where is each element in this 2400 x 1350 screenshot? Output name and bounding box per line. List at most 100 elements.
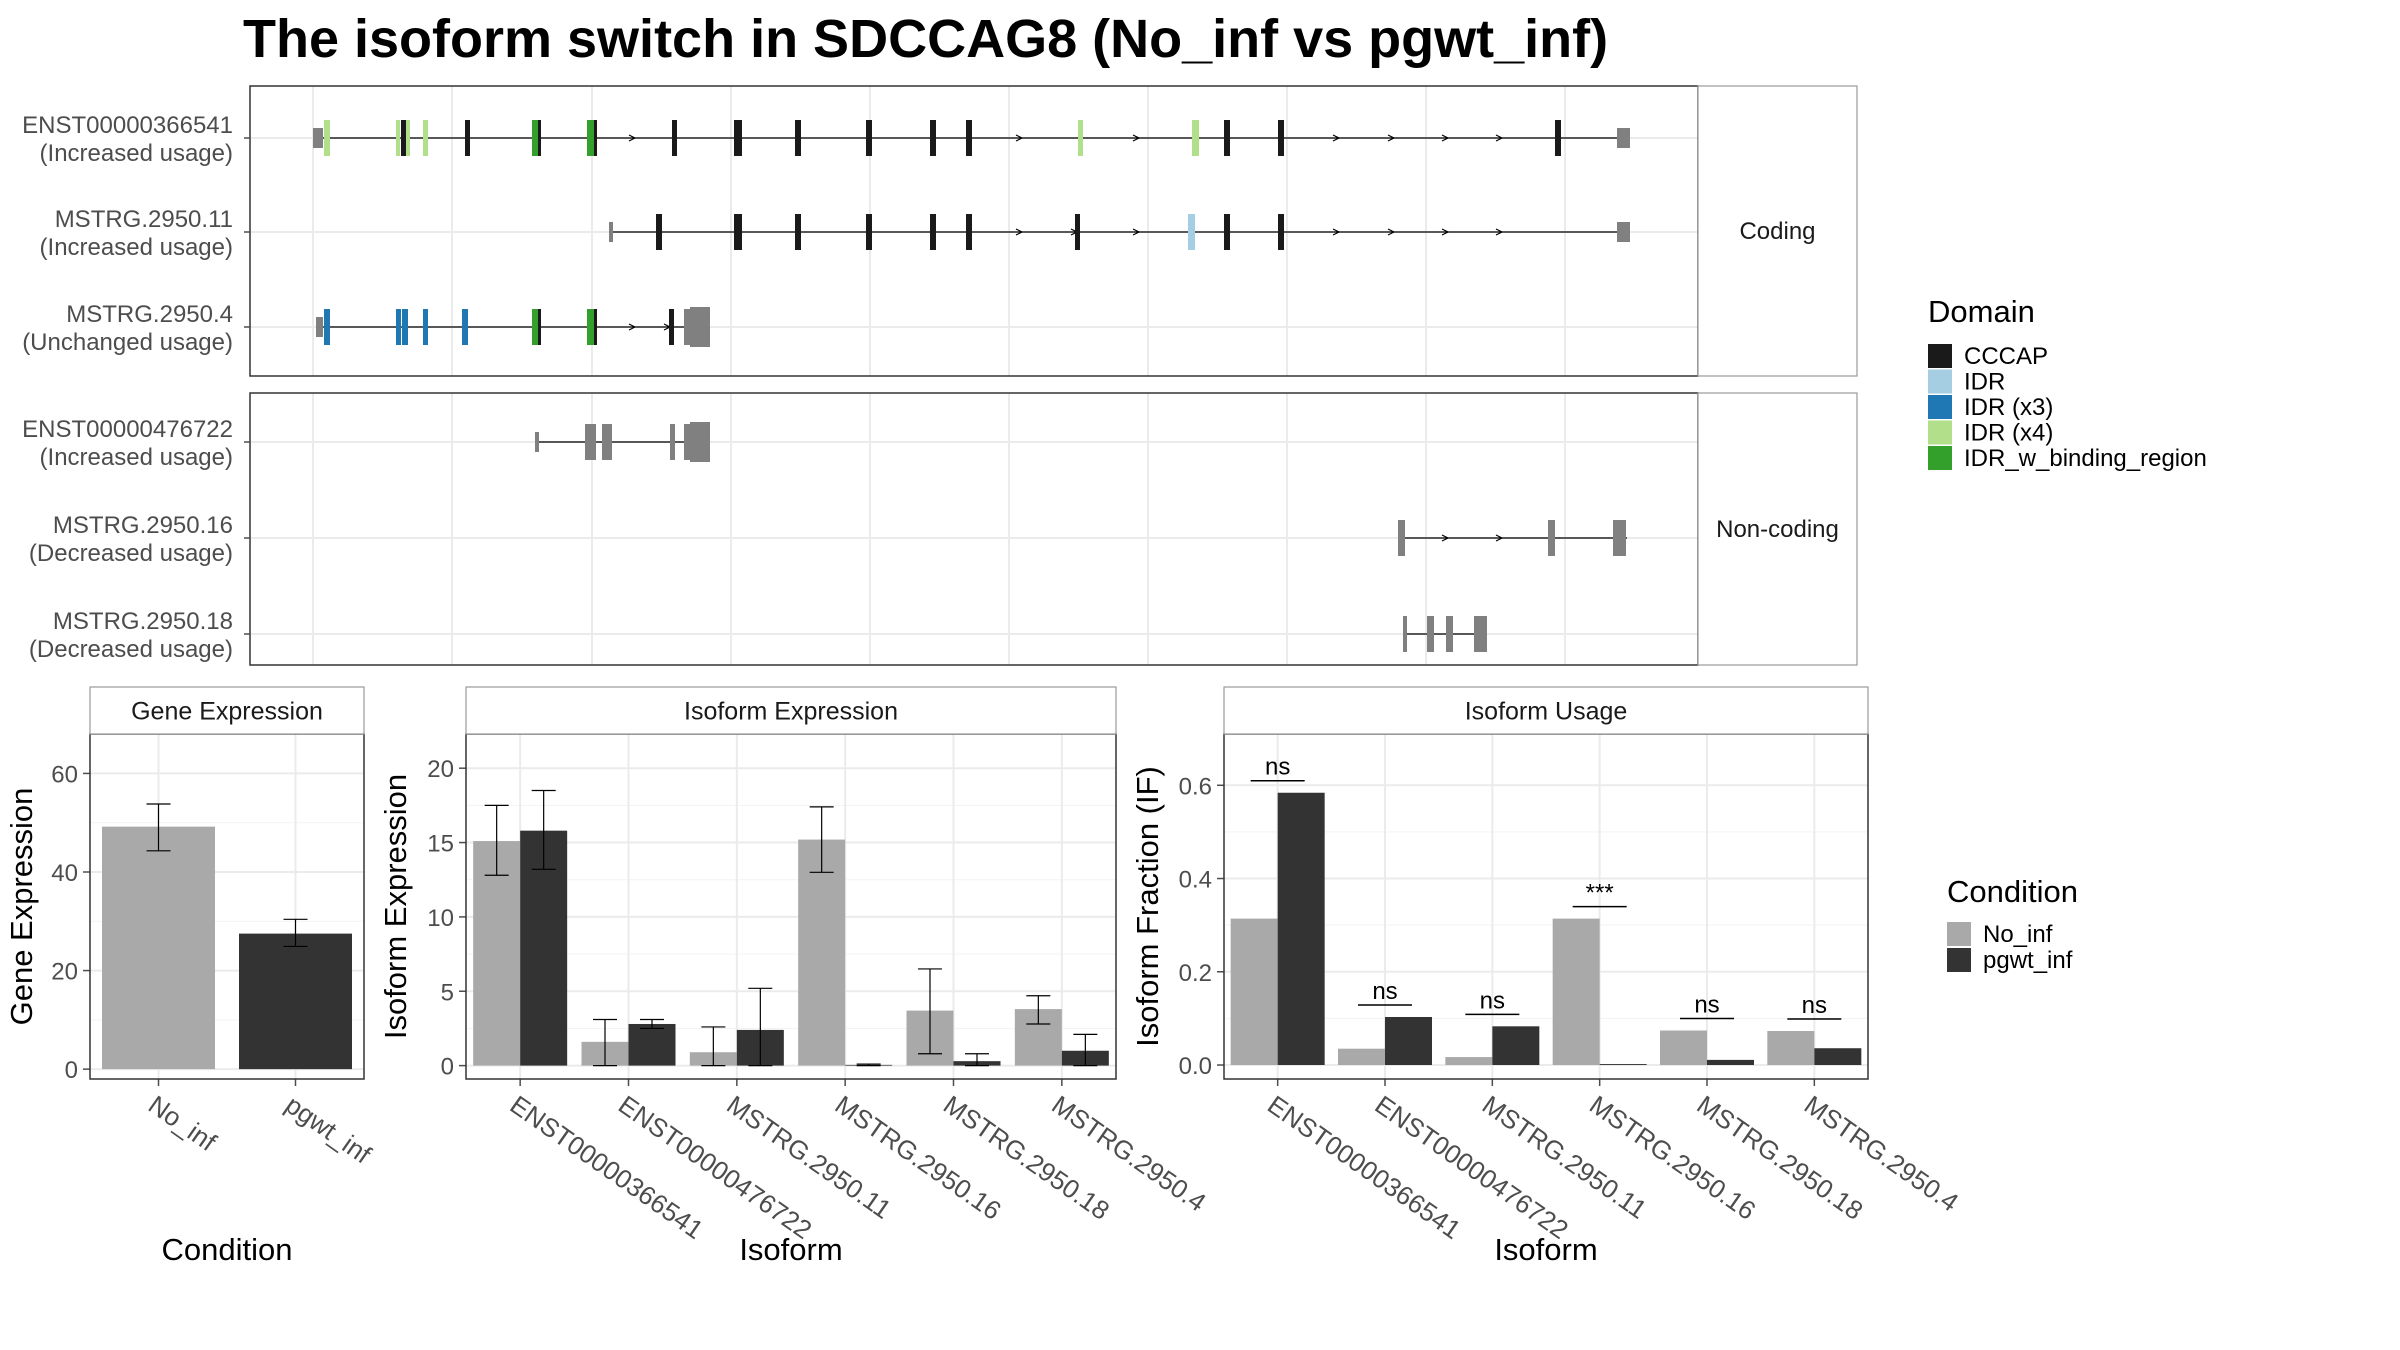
isoform-expression-panel: ENST00000366541ENST00000476722MSTRG.2950… bbox=[378, 686, 1212, 1267]
strand-arrow bbox=[1015, 228, 1024, 236]
y-axis-title: Gene Expression bbox=[4, 788, 39, 1026]
exon bbox=[585, 424, 596, 460]
bar bbox=[1599, 1064, 1647, 1066]
isoform-usage-label: (Increased usage) bbox=[40, 444, 233, 471]
x-tick-label: ENST00000366541 bbox=[1262, 1089, 1466, 1245]
strand-arrow bbox=[1495, 134, 1504, 142]
exon bbox=[1224, 120, 1230, 156]
facet-strip-label: Non-coding bbox=[1716, 516, 1839, 543]
exon bbox=[930, 120, 936, 156]
condition-legend-title: Condition bbox=[1947, 874, 2078, 909]
isoform-track bbox=[316, 307, 710, 347]
exon bbox=[1188, 214, 1195, 250]
bar bbox=[1338, 1048, 1385, 1066]
exon bbox=[930, 214, 936, 250]
strand-arrow bbox=[1387, 228, 1396, 236]
isoform-usage-label: (Unchanged usage) bbox=[22, 329, 233, 356]
exon bbox=[734, 120, 742, 156]
exon bbox=[1224, 214, 1230, 250]
y-tick-label: 5 bbox=[441, 979, 454, 1006]
isoform-usage-label: (Decreased usage) bbox=[29, 636, 233, 663]
facet-strip-label: Gene Expression bbox=[131, 698, 323, 726]
y-tick-label: 0.4 bbox=[1179, 867, 1212, 894]
exon bbox=[532, 120, 538, 156]
x-tick-label: ENST00000366541 bbox=[505, 1089, 709, 1245]
exon bbox=[684, 424, 690, 460]
exon bbox=[465, 120, 470, 156]
isoform-usage-panel: ENST00000366541ENST00000476722MSTRG.2950… bbox=[1130, 686, 1964, 1267]
y-tick-label: 0.6 bbox=[1179, 773, 1212, 800]
y-axis-title: Isoform Expression bbox=[378, 774, 413, 1039]
exon bbox=[402, 309, 408, 345]
bar bbox=[1277, 792, 1325, 1066]
exon bbox=[1548, 520, 1555, 556]
exon bbox=[535, 432, 539, 452]
legend-key bbox=[1947, 922, 1971, 946]
significance-label: *** bbox=[1586, 880, 1614, 907]
exon bbox=[966, 120, 972, 156]
isoform-label: MSTRG.2950.4 bbox=[66, 301, 233, 328]
exon bbox=[594, 309, 597, 345]
exon bbox=[587, 309, 594, 345]
strand-arrow bbox=[1441, 228, 1450, 236]
exon bbox=[313, 128, 323, 148]
legend-entry: IDR (x4) bbox=[1964, 420, 2053, 447]
exon bbox=[316, 317, 323, 337]
gene-expression-panel: No_inf pgwt_inf 0 20 40 60 Gene Expression Cond… bbox=[4, 686, 377, 1267]
facet-strip bbox=[1697, 85, 1858, 377]
exon bbox=[795, 120, 801, 156]
exon bbox=[1192, 120, 1199, 156]
legend-entry: IDR_w_binding_region bbox=[1964, 445, 2207, 472]
y-axis-title: Isoform Fraction (IF) bbox=[1130, 766, 1165, 1047]
exon bbox=[1398, 520, 1405, 556]
x-tick-label: No_inf bbox=[143, 1089, 222, 1157]
significance-label: ns bbox=[1694, 992, 1719, 1019]
panel-background bbox=[1224, 734, 1868, 1079]
bar bbox=[239, 933, 352, 1070]
significance-label: ns bbox=[1265, 754, 1290, 781]
exon bbox=[1617, 128, 1630, 148]
y-tick-label: 40 bbox=[51, 860, 78, 887]
facet-strip bbox=[1223, 686, 1869, 735]
bar bbox=[473, 841, 521, 1066]
exon bbox=[532, 309, 538, 345]
exon bbox=[1446, 616, 1453, 652]
exon bbox=[462, 309, 468, 345]
y-tick-label: 10 bbox=[427, 905, 454, 932]
facet-strip-label: Coding bbox=[1739, 218, 1815, 245]
exon bbox=[1403, 616, 1407, 652]
panel-background bbox=[250, 393, 1698, 665]
isoform-track bbox=[535, 422, 710, 462]
exon bbox=[690, 307, 710, 347]
exon bbox=[1555, 120, 1561, 156]
exon bbox=[423, 120, 428, 156]
exon bbox=[670, 424, 675, 460]
x-axis-title: Condition bbox=[162, 1232, 293, 1267]
exon bbox=[966, 214, 972, 250]
strand-arrow bbox=[1332, 134, 1341, 142]
legend-entry: No_inf bbox=[1983, 921, 2053, 948]
significance-label: ns bbox=[1802, 992, 1827, 1019]
panel-background bbox=[466, 734, 1116, 1079]
isoform-label: MSTRG.2950.18 bbox=[53, 608, 233, 635]
exon bbox=[423, 309, 428, 345]
exon bbox=[684, 309, 690, 345]
figure-title: The isoform switch in SDCCAG8 (No_inf vs… bbox=[243, 9, 1609, 69]
strand-arrow bbox=[1441, 534, 1450, 542]
y-tick-label: 0 bbox=[65, 1057, 78, 1084]
exon bbox=[669, 309, 674, 345]
exon bbox=[396, 309, 401, 345]
bar bbox=[1767, 1030, 1815, 1066]
isoform-label: MSTRG.2950.11 bbox=[55, 206, 233, 233]
exon bbox=[324, 120, 330, 156]
exon bbox=[1075, 214, 1080, 250]
strand-arrow bbox=[1495, 228, 1504, 236]
exon bbox=[866, 120, 872, 156]
strand-arrow bbox=[1441, 134, 1450, 142]
bar bbox=[102, 826, 215, 1070]
legend-entry: IDR bbox=[1964, 369, 2005, 396]
exon bbox=[1617, 222, 1630, 242]
exon bbox=[538, 120, 541, 156]
